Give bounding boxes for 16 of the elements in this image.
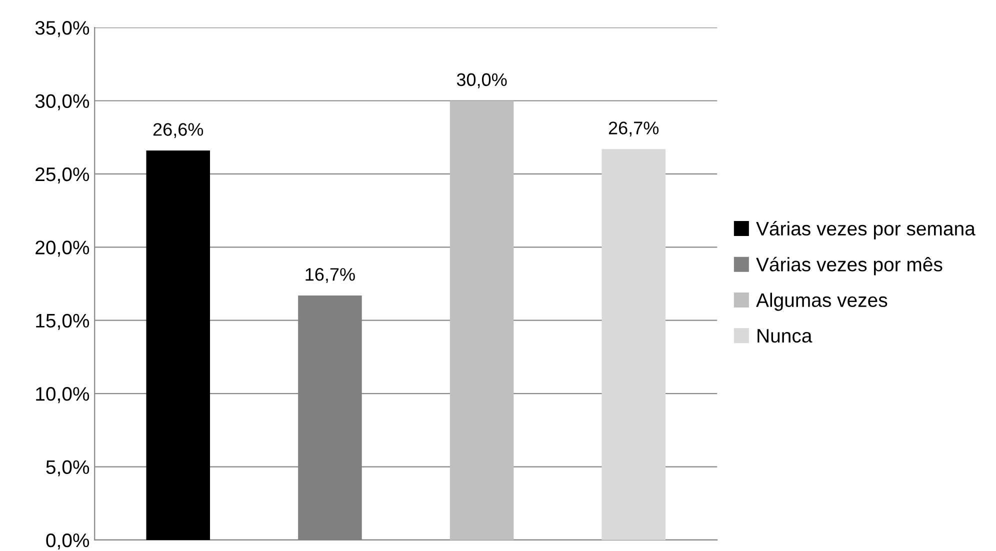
data-label: 26,7% <box>608 122 659 137</box>
legend-label: Várias vezes por mês <box>756 256 942 276</box>
y-tick-label: 35,0% <box>35 21 90 38</box>
y-tick-label: 15,0% <box>36 314 90 330</box>
data-label: 16,7% <box>306 268 355 283</box>
legend-label: Algumas vezes <box>756 292 888 311</box>
legend-label: Várias vezes por semana <box>756 221 976 240</box>
y-tick-label: 10,0% <box>36 387 90 404</box>
y-tick-label: 0,0% <box>46 533 90 550</box>
y-tick-label: 20,0% <box>36 240 90 257</box>
y-tick-label: 25,0% <box>36 167 90 184</box>
legend-label: Nunca <box>758 329 812 343</box>
data-label: 26,6% <box>153 123 204 138</box>
y-tick-label: 30,0% <box>35 94 90 110</box>
data-label: 30,0% <box>456 73 507 88</box>
y-tick-label: 5,0% <box>46 460 90 476</box>
